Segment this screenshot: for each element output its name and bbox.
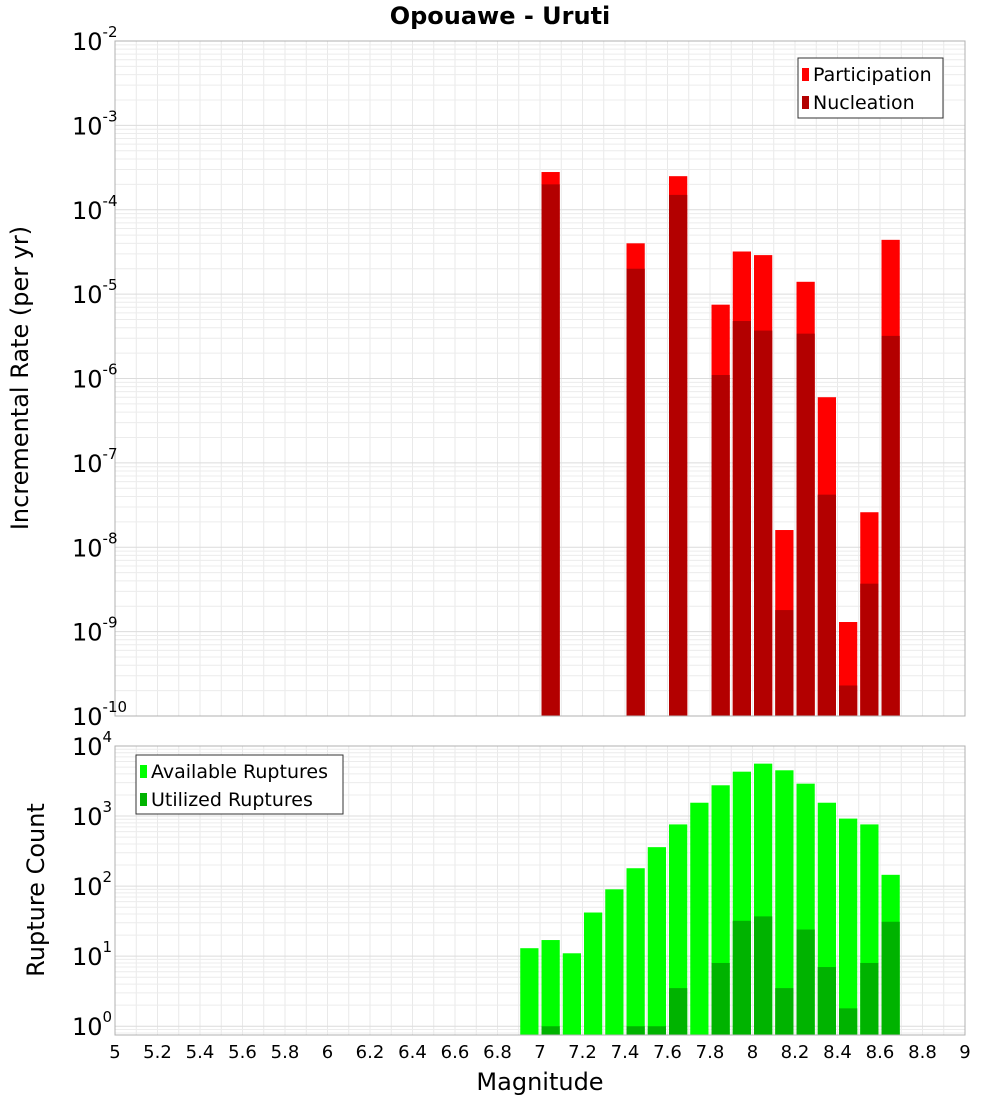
bar bbox=[796, 929, 815, 1035]
y-tick-label: 10-4 bbox=[72, 192, 118, 225]
bar bbox=[520, 948, 539, 1035]
x-tick-label: 7 bbox=[534, 1042, 545, 1063]
bar bbox=[605, 889, 624, 1035]
bar bbox=[669, 194, 688, 716]
legend-entry: Utilized Ruptures bbox=[151, 789, 313, 811]
bar bbox=[754, 330, 773, 716]
x-tick-label: 5 bbox=[109, 1042, 120, 1063]
bar bbox=[732, 321, 751, 716]
series-1 bbox=[541, 916, 900, 1035]
y-tick-label: 100 bbox=[72, 1008, 112, 1041]
bar bbox=[562, 953, 581, 1035]
x-tick-label: 8 bbox=[747, 1042, 758, 1063]
legend: Available Ruptures Utilized Ruptures bbox=[135, 754, 344, 815]
y-tick-label: 10-6 bbox=[72, 361, 118, 394]
bar bbox=[690, 802, 709, 1035]
bar bbox=[626, 868, 645, 1035]
bar bbox=[626, 268, 645, 716]
y-tick-label: 10-3 bbox=[72, 107, 118, 140]
y-tick-label: 10-7 bbox=[72, 445, 118, 478]
x-tick-label: 7.8 bbox=[696, 1042, 725, 1063]
legend-swatch bbox=[802, 96, 809, 109]
y-axis-label: Incremental Rate (per yr) bbox=[6, 226, 34, 530]
bar bbox=[669, 824, 688, 1035]
bar bbox=[775, 988, 794, 1035]
bar bbox=[881, 335, 900, 716]
bar bbox=[711, 375, 730, 716]
count-panel: 100 101 102 103 104 Rupture Count 5 5.2 5.4 5.6 5.… bbox=[22, 728, 971, 1063]
x-tick-label: 5.4 bbox=[186, 1042, 215, 1063]
bar bbox=[860, 583, 879, 716]
y-tick-label: 10-5 bbox=[72, 276, 118, 309]
x-tick-label: 6 bbox=[322, 1042, 333, 1063]
rate-panel: 10-10 10-9 10-8 10-7 10-6 10-5 10-4 10-3 10-2 Inc… bbox=[6, 23, 966, 731]
bar bbox=[775, 610, 794, 716]
x-tick-label: 8.2 bbox=[781, 1042, 810, 1063]
x-tick-label: 8.4 bbox=[823, 1042, 852, 1063]
x-tick-label: 8.6 bbox=[866, 1042, 895, 1063]
series-1 bbox=[541, 184, 900, 717]
bar bbox=[647, 1026, 666, 1035]
legend-swatch bbox=[140, 793, 147, 806]
bar bbox=[732, 920, 751, 1035]
legend-swatch bbox=[140, 765, 147, 778]
bar bbox=[541, 940, 560, 1035]
bar bbox=[541, 1026, 560, 1035]
legend-entry: Available Ruptures bbox=[151, 761, 328, 783]
x-tick-label: 5.6 bbox=[228, 1042, 257, 1063]
bar bbox=[754, 916, 773, 1035]
legend-entry: Nucleation bbox=[813, 92, 915, 114]
y-tick-label: 101 bbox=[72, 938, 112, 971]
x-tick-label: 6.6 bbox=[441, 1042, 470, 1063]
y-tick-label: 10-10 bbox=[72, 698, 127, 731]
x-tick-label: 7.6 bbox=[653, 1042, 682, 1063]
bar bbox=[860, 962, 879, 1035]
bar bbox=[839, 1008, 858, 1035]
x-tick-label: 9 bbox=[959, 1042, 970, 1063]
y-tick-label: 102 bbox=[72, 868, 112, 901]
grid bbox=[114, 41, 966, 717]
y-tick-label: 10-2 bbox=[72, 23, 118, 56]
bar bbox=[796, 333, 815, 716]
bar bbox=[584, 912, 603, 1035]
x-tick-label: 7.4 bbox=[611, 1042, 640, 1063]
bar bbox=[881, 921, 900, 1035]
bar bbox=[839, 818, 858, 1035]
bar bbox=[626, 1026, 645, 1035]
bar bbox=[669, 988, 688, 1035]
bar bbox=[839, 685, 858, 716]
y-tick-label: 104 bbox=[72, 728, 112, 761]
chart-title: Opouawe - Uruti bbox=[390, 2, 611, 30]
x-axis-label: Magnitude bbox=[476, 1068, 603, 1096]
x-tick-label: 5.8 bbox=[271, 1042, 300, 1063]
x-tick-label: 7.2 bbox=[568, 1042, 597, 1063]
y-tick-label: 10-9 bbox=[72, 614, 118, 647]
bar bbox=[711, 962, 730, 1035]
bar bbox=[817, 494, 836, 716]
x-tick-label: 6.4 bbox=[398, 1042, 427, 1063]
bar bbox=[541, 184, 560, 717]
bar bbox=[817, 967, 836, 1035]
x-tick-label: 6.8 bbox=[483, 1042, 512, 1063]
x-tick-label: 5.2 bbox=[143, 1042, 172, 1063]
bar bbox=[775, 770, 794, 1035]
x-tick-label: 6.2 bbox=[356, 1042, 385, 1063]
legend-entry: Participation bbox=[813, 64, 932, 86]
y-tick-label: 103 bbox=[72, 798, 112, 831]
y-tick-label: 10-8 bbox=[72, 529, 118, 562]
legend-swatch bbox=[802, 68, 809, 81]
x-tick-label: 8.8 bbox=[908, 1042, 937, 1063]
bar bbox=[647, 847, 666, 1035]
y-axis-label: Rupture Count bbox=[22, 803, 50, 977]
legend: Participation Nucleation bbox=[797, 57, 944, 119]
